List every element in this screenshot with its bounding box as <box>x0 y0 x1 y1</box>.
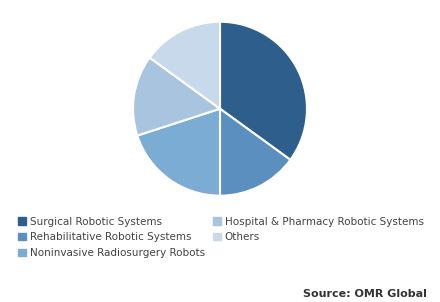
Wedge shape <box>150 22 220 109</box>
Wedge shape <box>137 109 220 196</box>
Wedge shape <box>133 58 220 136</box>
Wedge shape <box>220 109 290 196</box>
Legend: Surgical Robotic Systems, Rehabilitative Robotic Systems, Noninvasive Radiosurge: Surgical Robotic Systems, Rehabilitative… <box>18 217 424 258</box>
Wedge shape <box>220 22 307 160</box>
Text: Source: OMR Global: Source: OMR Global <box>303 289 427 299</box>
